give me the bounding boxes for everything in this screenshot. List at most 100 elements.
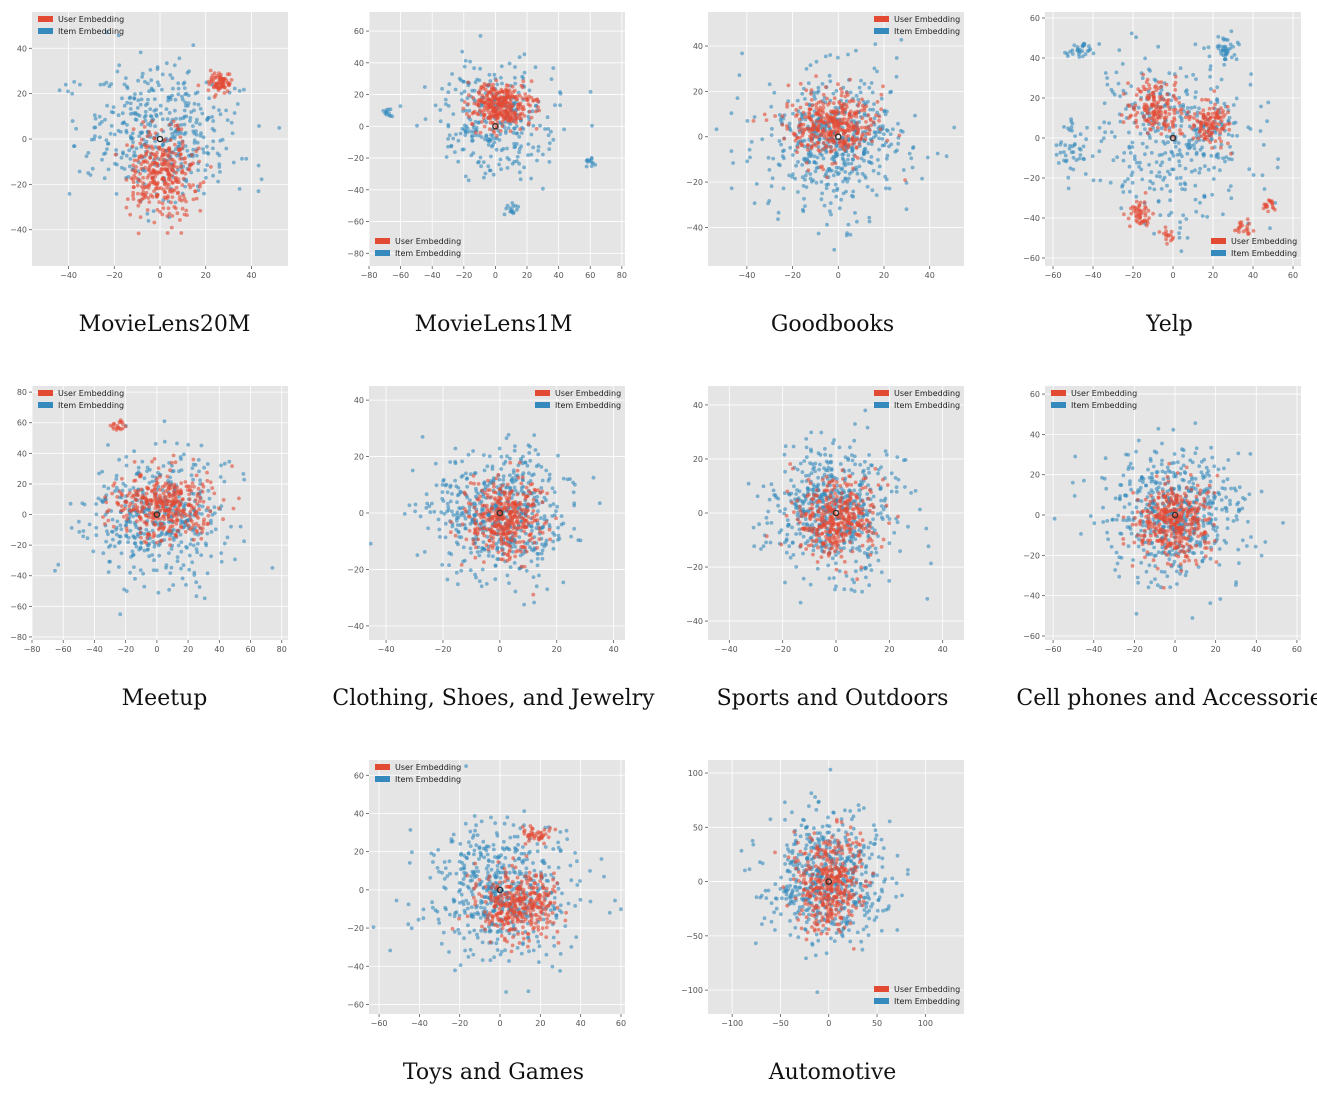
item-point [835, 154, 839, 158]
user-point [168, 123, 172, 127]
item-point [539, 486, 543, 490]
item-point [142, 585, 146, 589]
item-point [1092, 52, 1096, 56]
item-point [207, 96, 211, 100]
item-point [1059, 143, 1063, 147]
item-point [477, 554, 481, 558]
user-point [154, 491, 158, 495]
item-point [195, 133, 199, 137]
item-point [482, 481, 486, 485]
item-point [125, 101, 129, 105]
user-point [793, 132, 797, 136]
item-point [1102, 136, 1106, 140]
item-point [506, 574, 510, 578]
item-point [543, 514, 547, 518]
user-point [858, 142, 862, 146]
item-point [895, 75, 899, 79]
user-point [171, 181, 175, 185]
item-point [69, 502, 73, 506]
item-point [124, 455, 128, 459]
y-tick-label: −20 [347, 154, 364, 163]
item-point [886, 154, 890, 158]
item-point [491, 554, 495, 558]
user-point [1154, 88, 1158, 92]
item-point [456, 516, 460, 520]
item-point [856, 172, 860, 176]
user-point [1266, 210, 1270, 214]
item-point [493, 73, 497, 77]
user-point [839, 122, 843, 126]
item-point [1107, 121, 1111, 125]
user-point [834, 162, 838, 166]
item-point [468, 109, 472, 113]
user-point [206, 514, 210, 518]
item-point [133, 96, 137, 100]
item-point [590, 164, 594, 168]
item-point [120, 166, 124, 170]
item-point [874, 131, 878, 135]
user-point [169, 138, 173, 142]
item-point [148, 481, 152, 485]
item-point [541, 153, 545, 157]
item-point [177, 544, 181, 548]
user-legend-swatch [1211, 238, 1226, 244]
item-point [1158, 213, 1162, 217]
user-point [187, 183, 191, 187]
user-point [132, 494, 136, 498]
user-point [179, 525, 183, 529]
item-point [715, 127, 719, 131]
item-point [106, 443, 110, 447]
user-point [799, 82, 803, 86]
item-point [472, 66, 476, 70]
item-point [136, 98, 140, 102]
item-point [202, 151, 206, 155]
x-tick-label: 0 [1170, 271, 1175, 280]
item-point [120, 156, 124, 160]
item-point [817, 86, 821, 90]
item-point [896, 142, 900, 146]
item-point [1249, 72, 1253, 76]
item-point [536, 557, 540, 561]
y-tick-label: −40 [1023, 214, 1040, 223]
item-point [233, 558, 237, 562]
item-point [888, 187, 892, 191]
item-point [850, 194, 854, 198]
item-point [1104, 71, 1108, 75]
item-point [1063, 143, 1067, 147]
item-point [505, 147, 509, 151]
user-point [176, 507, 180, 511]
item-point [445, 483, 449, 487]
item-point [528, 89, 532, 93]
user-point [152, 531, 156, 535]
item-point [182, 563, 186, 567]
item-point [132, 553, 136, 557]
user-point [821, 129, 825, 133]
user-point [192, 458, 196, 462]
user-point [856, 104, 860, 108]
user-point [171, 195, 175, 199]
item-point [462, 546, 466, 550]
user-point [781, 123, 785, 127]
user-point [815, 106, 819, 110]
item-point [560, 523, 564, 527]
item-point [100, 120, 104, 124]
item-point [140, 460, 144, 464]
item-point [169, 127, 173, 131]
item-point [192, 109, 196, 113]
user-point [879, 107, 883, 111]
user-point [160, 522, 164, 526]
item-point [1178, 236, 1182, 240]
item-point [132, 565, 136, 569]
item-point [107, 168, 111, 172]
user-point [181, 207, 185, 211]
item-point [579, 539, 583, 543]
item-point [182, 453, 186, 457]
user-point [206, 506, 210, 510]
user-point [830, 131, 834, 135]
y-tick-label: 0 [698, 133, 703, 142]
user-point [819, 133, 823, 137]
x-tick-label: −20 [784, 271, 801, 280]
item-point [866, 185, 870, 189]
item-point [851, 146, 855, 150]
user-point [830, 162, 834, 166]
